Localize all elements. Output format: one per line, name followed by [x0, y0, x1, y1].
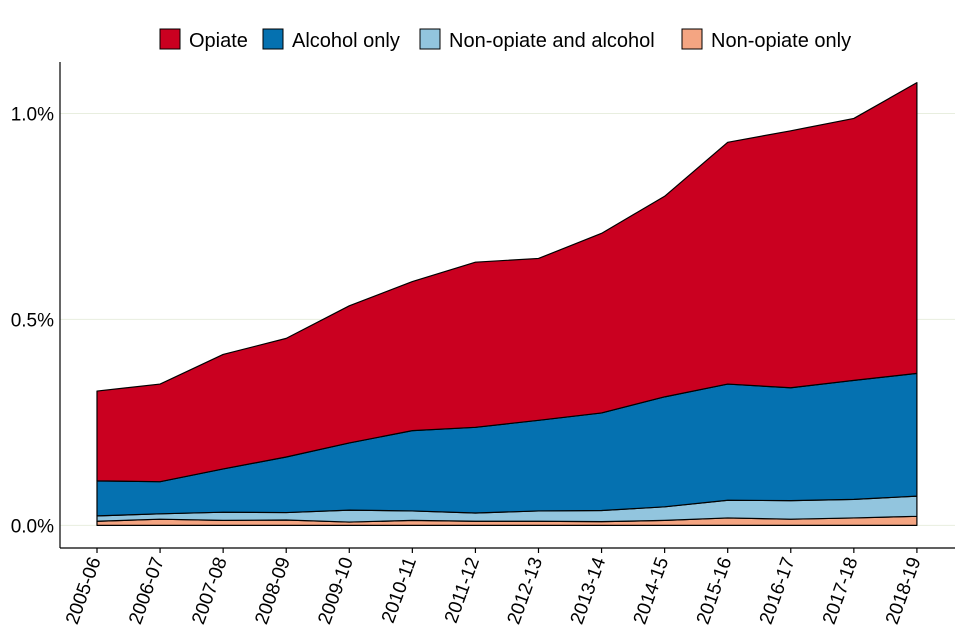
legend-swatch [262, 28, 284, 50]
y-tick-label: 1.0% [11, 104, 54, 125]
x-tick-labels: 2005-06 2006-07 2007-08 2008-09 2009-10 2010-… [62, 554, 925, 627]
x-tick-label: 2008-09 [251, 555, 295, 628]
x-tick-label: 2014-15 [630, 555, 674, 628]
legend-swatch [681, 28, 703, 50]
legend-item-non-opiate-only: Non-opiate only [681, 28, 851, 52]
x-tick-label: 2016-17 [756, 555, 800, 628]
legend-label: Opiate [189, 30, 248, 52]
area-opiate [96, 81, 918, 483]
x-tick-label: 2017-18 [819, 555, 863, 628]
x-tick-label: 2011-12 [441, 555, 484, 626]
x-tick-label: 2006-07 [125, 555, 169, 628]
legend: Opiate Alcohol only Non-opiate and alcohol… [159, 28, 851, 52]
x-tick-label: 2010-11 [378, 555, 421, 626]
legend-label: Alcohol only [292, 30, 400, 52]
legend-label: Non-opiate and alcohol [449, 30, 655, 52]
x-tick-label: 2013-14 [567, 554, 611, 627]
x-tick-label: 2005-06 [62, 555, 106, 628]
legend-item-alcohol-only: Alcohol only [262, 28, 400, 52]
area-series [96, 81, 918, 526]
y-tick-labels: 0.0% 0.5% 1.0% [11, 104, 54, 537]
legend-swatch [159, 28, 181, 50]
x-tick-label: 2015-16 [693, 555, 737, 628]
x-tick-label: 2007-08 [188, 555, 232, 628]
x-tick-label: 2018-19 [882, 555, 926, 628]
legend-item-non-opiate-and-alcohol: Non-opiate and alcohol [419, 28, 655, 52]
legend-swatch [419, 28, 441, 50]
x-tick-label: 2012-13 [504, 555, 548, 628]
y-tick-label: 0.5% [11, 310, 54, 331]
legend-label: Non-opiate only [711, 30, 851, 52]
axes [59, 62, 955, 553]
x-tick-label: 2009-10 [314, 555, 358, 628]
legend-item-opiate: Opiate [159, 28, 248, 52]
y-tick-label: 0.0% [11, 516, 54, 537]
